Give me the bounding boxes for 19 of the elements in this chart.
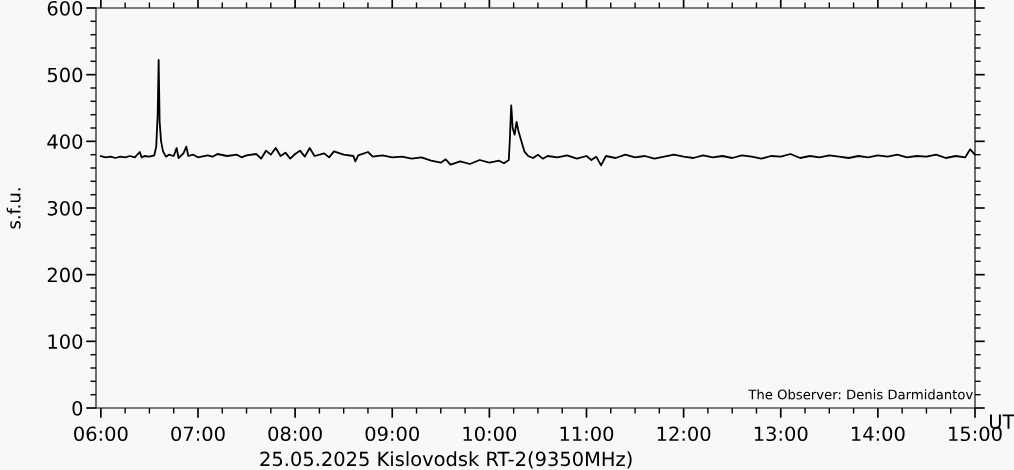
y-tick-label: 0	[72, 400, 83, 416]
x-tick-label: 14:00	[851, 426, 905, 442]
x-tick-label: 13:00	[754, 426, 808, 442]
y-tick-label: 300	[47, 200, 83, 216]
y-tick-label: 200	[47, 267, 83, 283]
x-tick-label: 09:00	[365, 426, 419, 442]
text: 25.05.2025 Kislovodsk RT-2(9350MHz)	[260, 451, 632, 469]
x-tick-label: 07:00	[171, 426, 225, 442]
y-axis-title: s.f.u.	[6, 188, 21, 229]
annotation: The Observer: Denis Darmidantov	[748, 389, 973, 400]
x-tick-label: 06:00	[74, 426, 128, 442]
x-tick-label: 12:00	[657, 426, 711, 442]
y-tick-label: 100	[48, 334, 83, 349]
y-tick-label: 400	[47, 134, 83, 149]
x-tick-label: 10:00	[463, 426, 517, 442]
y-tick-label: 500	[47, 67, 83, 83]
x-tick-label: 08:00	[268, 426, 322, 442]
y-tick-label: 600	[47, 0, 83, 16]
x-tick-label: 11:00	[560, 426, 614, 442]
